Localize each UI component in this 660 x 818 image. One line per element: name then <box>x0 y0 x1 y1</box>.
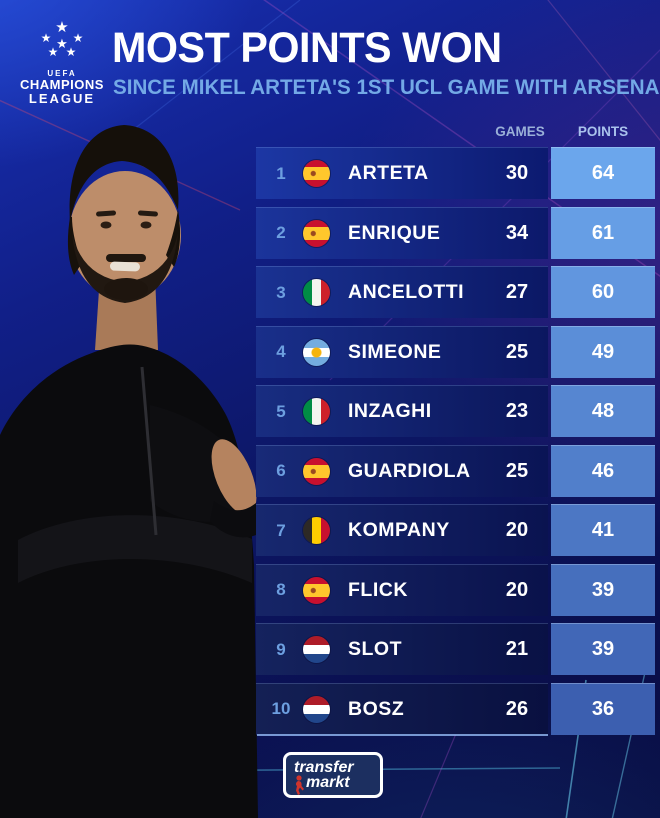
points-value: 61 <box>591 221 615 244</box>
svg-text:★: ★ <box>41 31 52 45</box>
points-value: 48 <box>591 400 615 422</box>
flag-icon <box>303 576 330 604</box>
flag-icon <box>303 636 330 663</box>
manager-name: GUARDIOLA <box>348 459 471 482</box>
player-icon <box>295 775 304 795</box>
points-cell: 39 <box>551 563 655 616</box>
manager-name: KOMPANY <box>348 519 450 541</box>
games-value: 26 <box>505 697 529 720</box>
flag-icon <box>303 398 330 425</box>
points-value: 39 <box>591 578 615 601</box>
champions-league-logo: ★ ★ ★ ★ ★ ★ UEFA CHAMPIONS LEAGUE <box>14 10 110 108</box>
points-cell: 36 <box>551 682 655 735</box>
page-subtitle: SINCE MIKEL ARTETA'S 1ST UCL GAME WITH A… <box>113 76 660 99</box>
svg-text:★: ★ <box>73 31 84 45</box>
rank-label: 10 <box>271 699 291 718</box>
flag-icon <box>303 160 330 187</box>
table-row: 2 ENRIQUE 34 61 <box>256 206 655 259</box>
flag-icon <box>303 219 330 247</box>
brand-line1: transfer <box>294 758 354 776</box>
games-value: 34 <box>505 221 529 244</box>
games-value: 20 <box>505 519 529 541</box>
points-value: 39 <box>591 638 615 660</box>
starball-icon: ★ ★ ★ ★ ★ ★ <box>41 19 84 59</box>
svg-text:★: ★ <box>56 36 68 51</box>
table-row: 10 BOSZ 26 36 <box>256 682 655 735</box>
points-value: 60 <box>591 281 615 303</box>
rank-label: 5 <box>276 401 286 421</box>
table-underline <box>257 734 548 736</box>
points-value: 49 <box>591 340 615 363</box>
manager-name: SIMEONE <box>348 340 442 363</box>
rank-label: 7 <box>276 520 286 540</box>
column-header-games: GAMES <box>495 124 545 139</box>
games-value: 30 <box>505 162 529 184</box>
points-cell: 61 <box>551 206 655 259</box>
transfermarkt-logo: transfer markt <box>283 752 383 798</box>
column-header-points: POINTS <box>577 124 629 139</box>
table-row: 1 ARTETA 30 64 <box>256 147 655 199</box>
flag-icon <box>303 338 330 366</box>
flag-icon <box>303 279 330 306</box>
flag-icon <box>303 695 330 723</box>
games-value: 20 <box>505 578 529 601</box>
points-value: 36 <box>591 697 615 720</box>
manager-name: INZAGHI <box>348 400 432 422</box>
manager-name: ANCELOTTI <box>348 281 465 303</box>
points-value: 41 <box>591 519 615 541</box>
rank-label: 9 <box>276 639 286 659</box>
arteta-photo <box>0 125 258 818</box>
brand-line2: markt <box>306 774 350 791</box>
svg-text:★: ★ <box>55 19 68 36</box>
manager-name: ARTETA <box>348 162 429 184</box>
rank-label: 1 <box>276 163 286 183</box>
points-value: 46 <box>591 459 615 482</box>
table-row: 3 ANCELOTTI 27 60 <box>256 266 655 318</box>
logo-line2: LEAGUE <box>28 90 96 106</box>
flag-icon <box>303 517 330 544</box>
games-value: 25 <box>505 459 529 482</box>
svg-text:★: ★ <box>48 45 59 59</box>
table-row: 8 FLICK 20 39 <box>256 563 655 616</box>
games-value: 25 <box>505 340 529 363</box>
page-title: MOST POINTS WON <box>112 24 502 72</box>
rank-label: 3 <box>276 282 286 302</box>
points-cell: 48 <box>551 385 655 437</box>
rankings-table: 1 ARTETA 30 64 2 ENRIQUE 34 61 3 ANCELOT… <box>256 147 655 735</box>
manager-name: BOSZ <box>348 697 405 720</box>
games-value: 21 <box>505 638 529 660</box>
rank-label: 8 <box>276 580 286 599</box>
logo-org-text: UEFA <box>47 69 77 78</box>
games-value: 27 <box>505 281 529 303</box>
points-cell: 64 <box>551 147 655 199</box>
table-row: 4 SIMEONE 25 49 <box>256 325 655 378</box>
games-value: 23 <box>505 400 529 422</box>
table-row: 9 SLOT 21 39 <box>256 623 655 675</box>
svg-text:★: ★ <box>66 45 77 59</box>
points-cell: 60 <box>551 266 655 318</box>
manager-name: SLOT <box>348 638 402 660</box>
rank-label: 6 <box>276 461 286 480</box>
rank-label: 2 <box>276 223 286 242</box>
manager-name: ENRIQUE <box>348 221 441 244</box>
manager-name: FLICK <box>348 578 408 601</box>
logo-line1: CHAMPIONS <box>20 77 104 92</box>
points-cell: 41 <box>551 504 655 556</box>
table-row: 7 KOMPANY 20 41 <box>256 504 655 556</box>
table-row: 5 INZAGHI 23 48 <box>256 385 655 437</box>
points-value: 64 <box>591 162 615 184</box>
points-cell: 46 <box>551 444 655 497</box>
points-cell: 49 <box>551 325 655 378</box>
rank-label: 4 <box>276 342 286 361</box>
points-cell: 39 <box>551 623 655 675</box>
table-row: 6 GUARDIOLA 25 46 <box>256 444 655 497</box>
flag-icon <box>303 457 330 485</box>
